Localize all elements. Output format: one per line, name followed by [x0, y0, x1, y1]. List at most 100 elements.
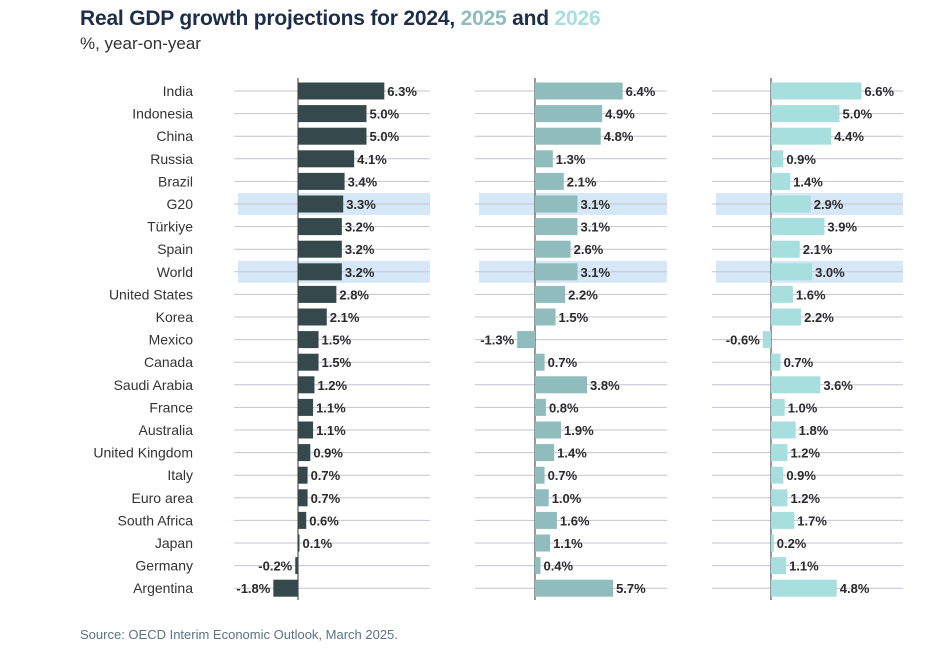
data-label-2026: 0.7% [784, 355, 814, 370]
data-label-2024: 5.0% [370, 129, 400, 144]
data-label-2026: 1.8% [799, 423, 829, 438]
data-label-2025: 1.9% [564, 423, 594, 438]
data-label-2024: 3.2% [345, 242, 375, 257]
bar-2025 [535, 579, 614, 597]
bar-2024 [298, 263, 342, 281]
category-label: China [156, 128, 193, 144]
bar-2026 [771, 376, 821, 394]
data-label-2026: 0.9% [786, 152, 816, 167]
category-label: Germany [135, 558, 193, 574]
bar-2025 [535, 444, 555, 462]
data-label-2026: 1.4% [793, 174, 823, 189]
bar-2024 [298, 172, 345, 190]
bar-2024 [298, 331, 319, 349]
data-label-2024: -0.2% [258, 559, 292, 574]
data-label-2025: 3.1% [580, 197, 610, 212]
data-label-2025: 1.1% [553, 536, 583, 551]
data-label-2026: -0.6% [726, 333, 760, 348]
bar-2025 [535, 421, 562, 439]
category-label: India [163, 83, 194, 99]
bar-2025 [535, 127, 601, 145]
data-label-2026: 3.0% [815, 265, 845, 280]
data-label-2025: 0.7% [548, 468, 578, 483]
bar-2024 [298, 466, 308, 484]
bar-2026 [771, 466, 784, 484]
bar-2024 [298, 444, 311, 462]
bar-2026 [771, 240, 800, 258]
chart-title: Real GDP growth projections for 2024, 20… [80, 7, 601, 31]
data-label-2025: 1.3% [556, 152, 586, 167]
bar-2026 [771, 421, 796, 439]
bar-2024 [298, 82, 385, 100]
data-label-2024: 1.1% [316, 400, 346, 415]
bar-2024 [298, 150, 355, 168]
data-label-2026: 3.6% [823, 378, 853, 393]
bar-2025 [535, 466, 545, 484]
bar-2024 [298, 218, 342, 236]
data-label-2026: 0.2% [777, 536, 807, 551]
bar-2025 [535, 557, 541, 575]
bar-2025 [535, 218, 578, 236]
data-label-2025: -1.3% [480, 333, 514, 348]
bar-2024 [295, 557, 298, 575]
data-label-2025: 1.6% [560, 513, 590, 528]
bar-2025 [535, 240, 571, 258]
bar-2025 [535, 511, 557, 529]
bar-2026 [771, 127, 832, 145]
bar-2026 [771, 172, 791, 190]
bar-2025 [535, 534, 551, 552]
data-label-2024: 3.3% [346, 197, 376, 212]
data-label-2025: 1.5% [559, 310, 589, 325]
category-label: France [149, 399, 193, 415]
data-label-2026: 2.9% [814, 197, 844, 212]
bar-2025 [535, 172, 564, 190]
bar-2026 [771, 398, 785, 416]
category-label: Canada [144, 354, 193, 370]
bar-2024 [298, 376, 315, 394]
data-label-2025: 1.4% [557, 446, 587, 461]
data-label-2024: 3.2% [345, 220, 375, 235]
data-label-2025: 5.7% [616, 581, 646, 596]
data-label-2025: 0.8% [549, 400, 579, 415]
bar-2024 [298, 240, 342, 258]
data-label-2025: 3.1% [580, 220, 610, 235]
data-label-2026: 1.6% [796, 287, 826, 302]
data-label-2026: 1.1% [789, 559, 819, 574]
data-label-2026: 6.6% [864, 84, 894, 99]
bar-2026 [771, 444, 788, 462]
data-label-2025: 2.1% [567, 174, 597, 189]
bar-2024 [298, 353, 319, 371]
data-label-2025: 0.4% [543, 559, 573, 574]
bar-2026 [771, 353, 781, 371]
data-label-2024: 0.7% [311, 468, 341, 483]
data-label-2024: 2.8% [339, 287, 369, 302]
bar-2024 [298, 127, 367, 145]
bar-2024 [298, 105, 367, 123]
category-label: Saudi Arabia [114, 377, 194, 393]
category-label: Australia [139, 422, 194, 438]
source-note: Source: OECD Interim Economic Outlook, M… [80, 627, 398, 642]
bar-2026 [771, 534, 774, 552]
data-label-2024: 1.5% [322, 355, 352, 370]
category-label: Türkiye [147, 219, 193, 235]
data-label-2024: 5.0% [370, 107, 400, 122]
data-label-2024: 6.3% [387, 84, 417, 99]
data-label-2024: 2.1% [330, 310, 360, 325]
chart-subtitle: %, year-on-year [80, 34, 201, 53]
data-label-2026: 3.9% [827, 220, 857, 235]
data-label-2024: -1.8% [236, 581, 270, 596]
category-label: Korea [156, 309, 194, 325]
data-label-2025: 3.1% [580, 265, 610, 280]
data-label-2026: 4.8% [840, 581, 870, 596]
data-label-2024: 1.5% [322, 333, 352, 348]
data-label-2025: 2.6% [574, 242, 604, 257]
data-label-2024: 1.2% [317, 378, 347, 393]
bar-2025 [535, 398, 546, 416]
category-label: South Africa [118, 512, 194, 528]
data-label-2025: 2.2% [568, 287, 598, 302]
data-label-2026: 1.2% [790, 491, 820, 506]
data-label-2025: 3.8% [590, 378, 620, 393]
data-label-2024: 0.9% [313, 446, 343, 461]
category-label: G20 [167, 196, 194, 212]
